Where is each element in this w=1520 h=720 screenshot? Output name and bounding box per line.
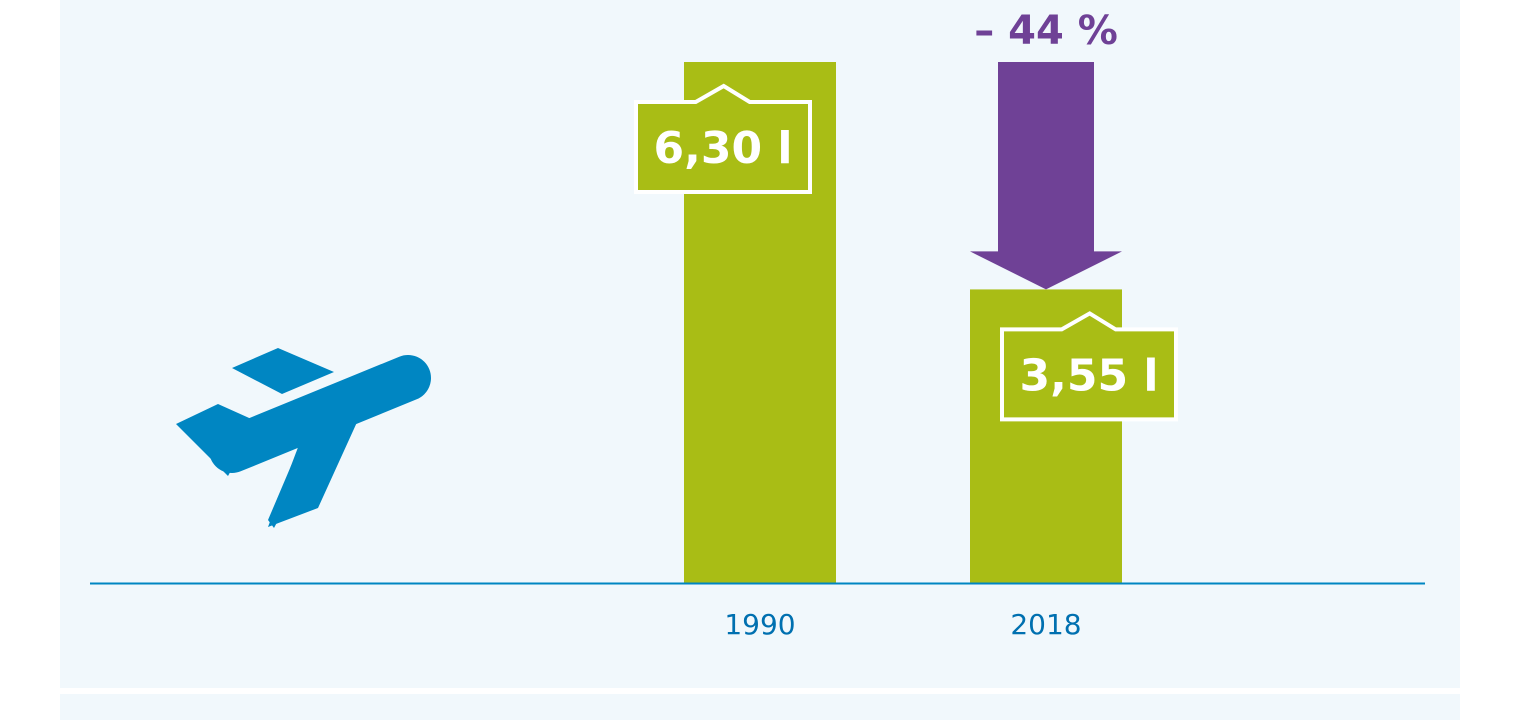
x-tick-label-2018: 2018 bbox=[1010, 608, 1081, 641]
value-labels: 6,30 l 3,55 l bbox=[634, 83, 1178, 422]
x-axis-tick-labels: 1990 2018 bbox=[724, 608, 1081, 641]
value-label-1990: 6,30 l bbox=[654, 123, 793, 174]
panel-footer-strip bbox=[60, 694, 1460, 720]
airplane-takeoff-icon bbox=[176, 348, 431, 528]
value-label-2018: 3,55 l bbox=[1020, 350, 1159, 401]
x-tick-label-1990: 1990 bbox=[724, 608, 795, 641]
decrease-arrow-shape bbox=[970, 62, 1122, 290]
value-label-box-2018 bbox=[1000, 311, 1178, 422]
decrease-arrow bbox=[970, 62, 1122, 290]
value-label-box-1990 bbox=[634, 83, 812, 194]
change-label: – 44 % bbox=[974, 8, 1118, 54]
